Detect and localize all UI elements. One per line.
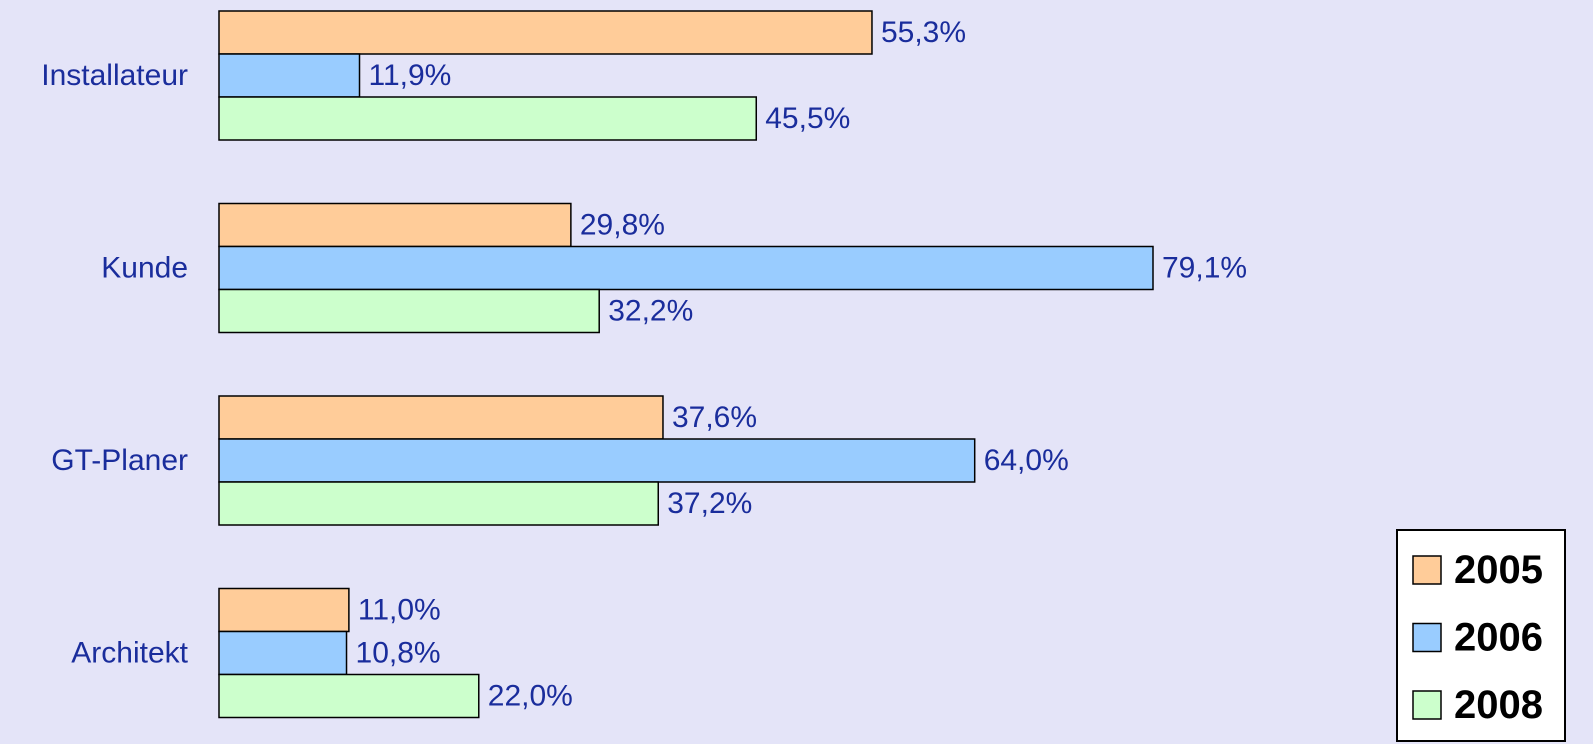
value-label: 22,0% — [488, 680, 573, 713]
legend-label: 2006 — [1454, 616, 1543, 660]
legend-swatch — [1412, 555, 1442, 585]
bar — [218, 245, 1154, 291]
bar — [218, 630, 348, 676]
value-label: 37,2% — [667, 487, 752, 520]
value-label: 79,1% — [1162, 252, 1247, 285]
bar — [218, 288, 600, 334]
value-label: 10,8% — [356, 637, 441, 670]
value-label: 55,3% — [881, 16, 966, 49]
value-label: 45,5% — [765, 102, 850, 135]
category-label: GT-Planer — [51, 444, 188, 477]
value-label: 11,9% — [369, 59, 452, 92]
value-label: 11,0% — [358, 594, 441, 627]
category-label: Kunde — [101, 252, 188, 285]
value-label: 64,0% — [984, 444, 1069, 477]
bar — [218, 53, 361, 98]
legend-swatch — [1412, 622, 1442, 653]
legend-label: 2005 — [1454, 548, 1543, 592]
category-label: Architekt — [71, 637, 188, 670]
bar — [218, 438, 976, 483]
legend-label: 2008 — [1454, 683, 1543, 727]
legend-swatch — [1412, 690, 1442, 720]
value-label: 37,6% — [672, 401, 757, 434]
bar — [218, 10, 873, 55]
bar — [218, 481, 660, 526]
value-label: 32,2% — [608, 295, 693, 328]
bar — [218, 395, 664, 440]
bar — [218, 587, 350, 633]
bar — [218, 673, 480, 719]
bar — [218, 96, 758, 141]
value-label: 29,8% — [580, 209, 665, 242]
category-label: Installateur — [41, 59, 188, 92]
bar — [218, 202, 572, 248]
